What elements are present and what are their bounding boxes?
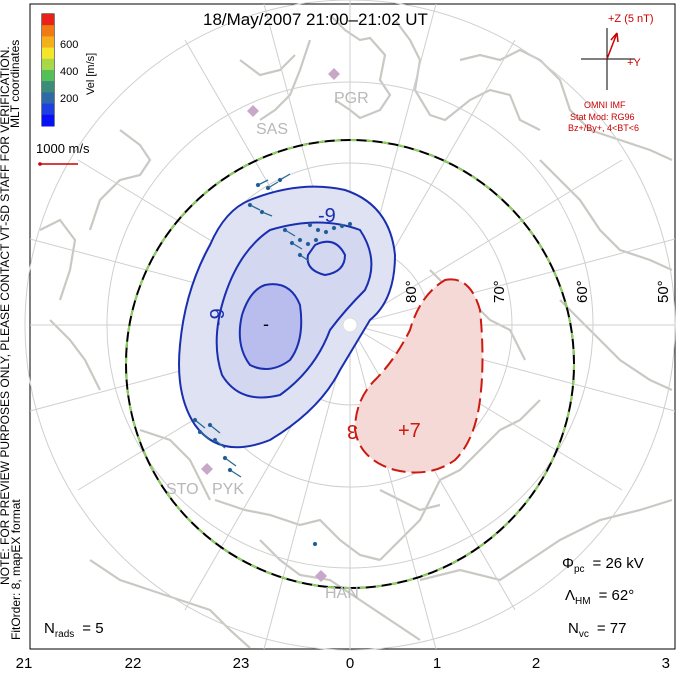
colorbar-tick-200: 200 [60, 93, 78, 105]
mlt-tick-22: 22 [125, 655, 142, 672]
map-title: 18/May/2007 21:00–21:02 UT [203, 10, 428, 29]
colorbar-tick-600: 600 [60, 39, 78, 51]
stat-phi: Φpc = 26 kV [562, 555, 644, 575]
fit-order-label: FitOrder: 8, mapEX format [9, 499, 23, 640]
stat-nvc-sub: vc [579, 629, 589, 640]
colorbar-cell [42, 36, 54, 49]
hm-boundary-dash [125, 139, 575, 589]
colorbar-cell [42, 81, 54, 93]
contour-label-minimum: - [263, 314, 269, 334]
contour-label-neg9-side: -9 [207, 308, 229, 326]
mlt-tick-1: 1 [433, 655, 441, 672]
mlt-tick-23: 23 [233, 655, 250, 672]
mlt-axis: 21 22 23 0 1 2 3 [16, 655, 670, 672]
stat-lambda-symbol: Λ [565, 587, 575, 604]
stat-lambda: ΛHM = 62° [565, 587, 634, 607]
stat-lambda-sub: HM [575, 596, 591, 607]
pole-marker [342, 317, 358, 333]
stat-nrads: Nrads = 5 [44, 620, 104, 640]
contour-label-pos3: 3 [347, 420, 358, 442]
stat-nrads-symbol: N [44, 620, 55, 637]
imf-condition: Bz+/By+, 4<BT<6 [568, 123, 639, 133]
colorbar-label: Vel [m/s] [85, 53, 97, 95]
imf-model: Stat Mod: RG96 [570, 112, 635, 122]
mlt-tick-21: 21 [16, 655, 33, 672]
coastlines [39, 14, 673, 649]
stat-nrads-value: = 5 [82, 620, 103, 637]
negative-cell-core [238, 283, 303, 370]
lat-label-70: 70° [491, 280, 508, 303]
lat-label-60: 60° [574, 280, 591, 303]
svg-text:Nvc= 77: Nvc = 77 [568, 620, 626, 640]
radar-label-sto: STO [166, 481, 199, 498]
mlt-tick-2: 2 [532, 655, 540, 672]
imf-clock [581, 28, 635, 90]
stat-lambda-value: = 62° [599, 587, 635, 604]
positive-cell [353, 278, 484, 474]
scale-vector-label: 1000 m/s [36, 141, 90, 156]
radar-label-sas: SAS [256, 121, 288, 138]
stat-phi-symbol: Φ [562, 555, 574, 572]
stat-phi-value: = 26 kV [593, 555, 644, 572]
radar-label-han: HAN [325, 585, 359, 602]
colorbar-cell [42, 114, 54, 127]
stat-nvc: Nvc = 77 [568, 620, 626, 640]
svg-text:Φpc= 26 kV: Φpc = 26 kV [562, 555, 644, 575]
preview-notice: NOTE: FOR PREVIEW PURPOSES ONLY, PLEASE … [0, 46, 12, 585]
colorbar-cell [42, 14, 54, 26]
stat-nvc-value: = 77 [597, 620, 627, 637]
velocity-colorbar [41, 13, 55, 127]
stat-nvc-symbol: N [568, 620, 579, 637]
stat-nrads-sub: rads [55, 629, 74, 640]
imf-source: OMNI IMF [584, 100, 626, 110]
imf-z-label: +Z (5 nT) [608, 13, 654, 25]
radar-markers [201, 68, 340, 582]
svg-text:Nrads= 5: Nrads = 5 [44, 620, 104, 640]
colorbar-cell [42, 70, 54, 82]
colorbar-tick-400: 400 [60, 66, 78, 78]
contour-label-neg9: -9 [318, 205, 336, 227]
stat-phi-sub: pc [574, 564, 585, 575]
mlt-tick-3: 3 [662, 655, 670, 672]
velocity-vectors [192, 173, 353, 547]
colorbar-cell [42, 58, 54, 71]
colorbar-cell [42, 92, 54, 105]
lat-label-50: 50° [655, 280, 672, 303]
negative-cell-secondary [306, 240, 347, 277]
lat-label-80: 80° [403, 280, 420, 303]
radar-label-pgr: PGR [334, 90, 369, 107]
mlt-tick-0: 0 [346, 655, 354, 672]
imf-y-label: +Y [627, 57, 641, 69]
contour-label-pos7: +7 [398, 420, 421, 442]
colorbar-cell [42, 47, 54, 60]
radar-label-pyk: PYK [212, 481, 244, 498]
svg-text:ΛHM= 62°: ΛHM = 62° [565, 587, 634, 607]
coordinates-label: MLT coordinates [8, 40, 22, 128]
scale-vector-origin [38, 162, 42, 166]
colorbar-cell [42, 103, 54, 116]
colorbar-cell [42, 25, 54, 37]
